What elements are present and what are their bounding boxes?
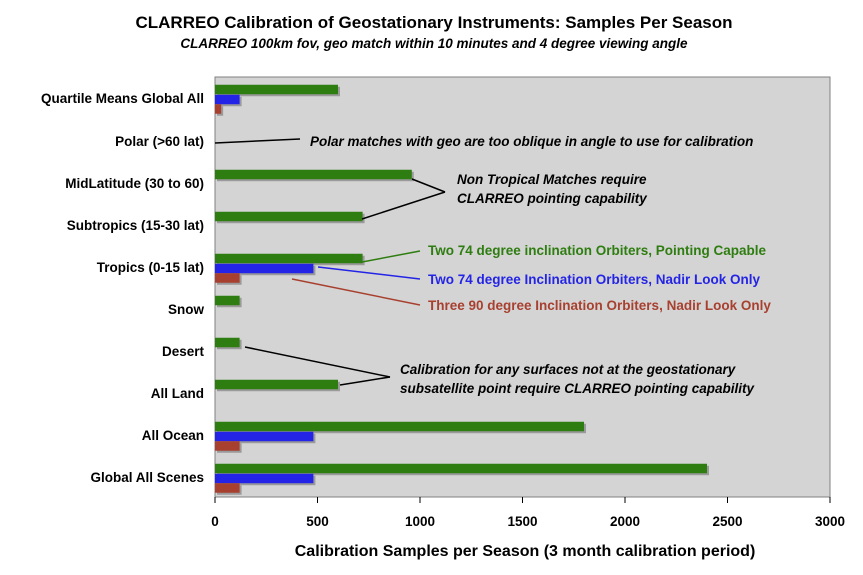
bar bbox=[215, 253, 363, 264]
legend-label-pointing-capable: Two 74 degree inclination Orbiters, Poin… bbox=[428, 243, 767, 258]
category-label: All Land bbox=[151, 386, 204, 401]
annotation-surfaces-line1: Calibration for any surfaces not at the … bbox=[400, 362, 737, 377]
annotation-polar: Polar matches with geo are too oblique i… bbox=[310, 134, 753, 149]
bar bbox=[215, 421, 584, 432]
x-axis-label: Calibration Samples per Season (3 month … bbox=[295, 543, 756, 560]
bar bbox=[215, 441, 240, 451]
midlat-leader-line bbox=[411, 178, 446, 193]
category-label: Global All Scenes bbox=[90, 470, 204, 485]
legend-label-90deg-nadir: Three 90 degree Inclination Orbiters, Na… bbox=[428, 298, 771, 313]
x-tick-label: 3000 bbox=[815, 514, 845, 529]
bar bbox=[215, 431, 314, 442]
bar bbox=[215, 337, 240, 348]
land-leader-line bbox=[339, 376, 391, 386]
legend-green-leader bbox=[361, 250, 421, 263]
category-label: Tropics (0-15 lat) bbox=[97, 260, 204, 275]
x-axis-ticks: 0 500 1000 1500 2000 2500 3000 bbox=[211, 497, 845, 529]
bar bbox=[215, 94, 240, 105]
category-label: Subtropics (15-30 lat) bbox=[67, 218, 204, 233]
category-label: Quartile Means Global All bbox=[41, 91, 204, 106]
desert-leader-line bbox=[244, 346, 391, 378]
category-label: Snow bbox=[168, 302, 204, 317]
annotation-leaders bbox=[214, 138, 446, 386]
chart-title: CLARREO Calibration of Geostationary Ins… bbox=[135, 13, 732, 32]
chart-subtitle: CLARREO 100km fov, geo match within 10 m… bbox=[180, 36, 688, 51]
category-label: Polar (>60 lat) bbox=[115, 134, 204, 149]
bar bbox=[215, 379, 338, 390]
x-tick-label: 2000 bbox=[610, 514, 640, 529]
x-tick-label: 500 bbox=[306, 514, 329, 529]
x-tick-label: 1000 bbox=[405, 514, 435, 529]
bar bbox=[215, 483, 240, 493]
annotation-nontropical-line2: CLARREO pointing capability bbox=[457, 191, 648, 206]
annotation-surfaces-line2: subsatellite point require CLARREO point… bbox=[400, 381, 756, 396]
x-tick-label: 2500 bbox=[712, 514, 742, 529]
category-label: All Ocean bbox=[142, 428, 204, 443]
bar bbox=[215, 104, 222, 114]
category-label: Desert bbox=[162, 344, 205, 359]
x-tick-label: 1500 bbox=[507, 514, 537, 529]
x-tick-label: 0 bbox=[211, 514, 219, 529]
polar-leader-line bbox=[214, 138, 301, 144]
category-labels: Quartile Means Global All Polar (>60 lat)… bbox=[41, 91, 205, 485]
bar bbox=[215, 263, 314, 274]
legend-blue-leader bbox=[317, 266, 421, 280]
legend-label-74deg-nadir: Two 74 degree Inclination Orbiters, Nadi… bbox=[428, 272, 761, 287]
bar bbox=[215, 84, 338, 95]
subtropics-leader-line bbox=[361, 191, 446, 220]
bar bbox=[215, 169, 412, 180]
bar bbox=[215, 295, 240, 306]
category-label: MidLatitude (30 to 60) bbox=[65, 176, 204, 191]
bar bbox=[215, 473, 314, 484]
bars-layer bbox=[215, 84, 709, 495]
bar bbox=[215, 211, 363, 222]
bar bbox=[215, 273, 240, 283]
legend-red-leader bbox=[291, 278, 421, 306]
annotation-nontropical-line1: Non Tropical Matches require bbox=[457, 172, 647, 187]
bar bbox=[215, 463, 707, 474]
